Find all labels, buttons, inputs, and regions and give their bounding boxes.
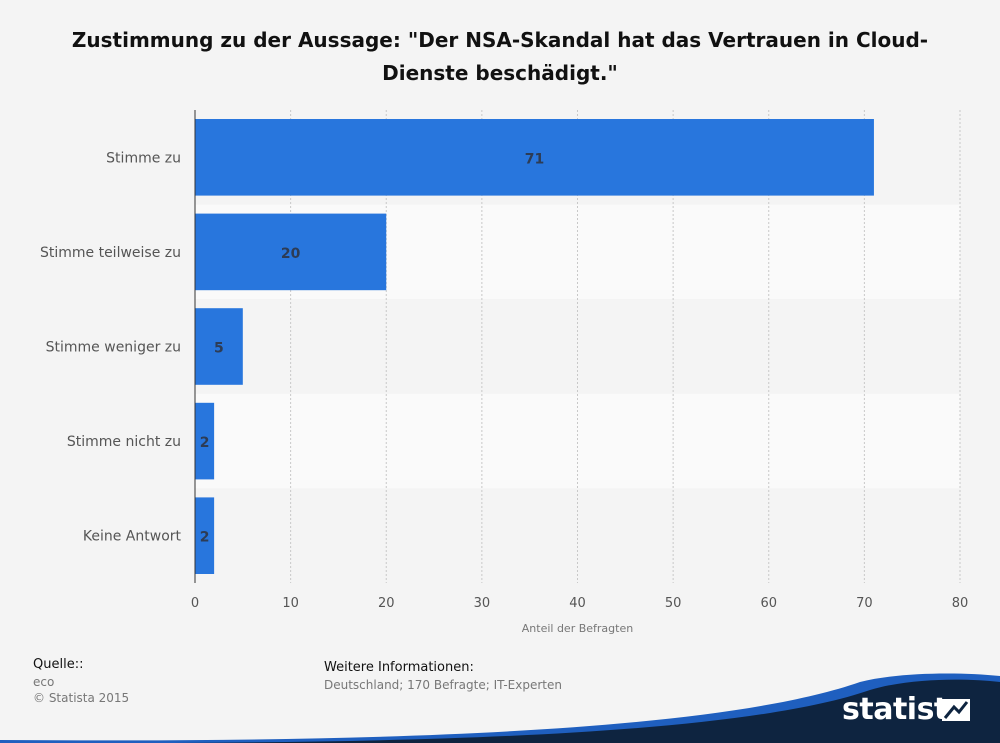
bar[interactable]	[195, 402, 215, 480]
bar[interactable]	[195, 213, 387, 291]
x-tick-label: 0	[191, 596, 199, 611]
x-tick-labels: 0 10 20 30 40 50 60 70 80	[191, 596, 968, 611]
category-label: Keine Antwort	[83, 529, 182, 545]
copyright-text[interactable]: © Statista 2015	[33, 691, 130, 705]
category-label: Stimme nicht zu	[67, 434, 181, 450]
x-tick-label: 10	[282, 596, 299, 611]
x-axis-label: Anteil der Befragten	[522, 622, 633, 635]
category-labels: Stimme zu Stimme teilweise zu Stimme wenig…	[40, 150, 182, 544]
value-label: 5	[214, 341, 224, 357]
value-label: 20	[281, 246, 301, 262]
row-band	[195, 393, 960, 489]
statista-logo-icon	[942, 699, 970, 721]
bars	[195, 119, 874, 574]
brand-wave	[0, 673, 1000, 743]
info-value: Deutschland; 170 Befragte; IT-Experten	[324, 678, 562, 692]
x-tick-label: 60	[760, 596, 777, 611]
info-label: Weitere Informationen:	[324, 660, 474, 675]
bar[interactable]	[195, 497, 215, 574]
value-label: 2	[200, 435, 210, 451]
bar[interactable]	[195, 119, 874, 196]
grid-lines	[290, 110, 961, 583]
category-label: Stimme zu	[106, 150, 181, 166]
x-tick-label: 70	[856, 596, 873, 611]
category-label: Stimme teilweise zu	[40, 245, 181, 261]
category-label: Stimme weniger zu	[46, 340, 181, 356]
chart-title: Zustimmung zu der Aussage: "Der NSA-Skan…	[60, 24, 940, 90]
chart-title-line-1: Zustimmung zu der Aussage: "Der NSA-Skan…	[71, 28, 929, 52]
x-tick-label: 20	[378, 596, 395, 611]
chart-title-line-2: Dienste beschädigt."	[382, 61, 618, 85]
value-labels: 71 20 5 2 2	[200, 151, 545, 545]
value-label: 2	[200, 530, 210, 546]
value-label: 71	[525, 151, 544, 167]
x-tick-label: 80	[952, 596, 969, 611]
source-label: Quelle::	[33, 657, 84, 672]
bar-chart: Stimme zu Stimme teilweise zu Stimme wenig…	[40, 110, 968, 635]
x-tick-label: 40	[569, 596, 586, 611]
x-tick-label: 50	[665, 596, 682, 611]
source-value: eco	[33, 675, 55, 689]
wave-dark-band	[0, 679, 1000, 743]
bar[interactable]	[195, 308, 243, 385]
x-tick-label: 30	[474, 596, 491, 611]
